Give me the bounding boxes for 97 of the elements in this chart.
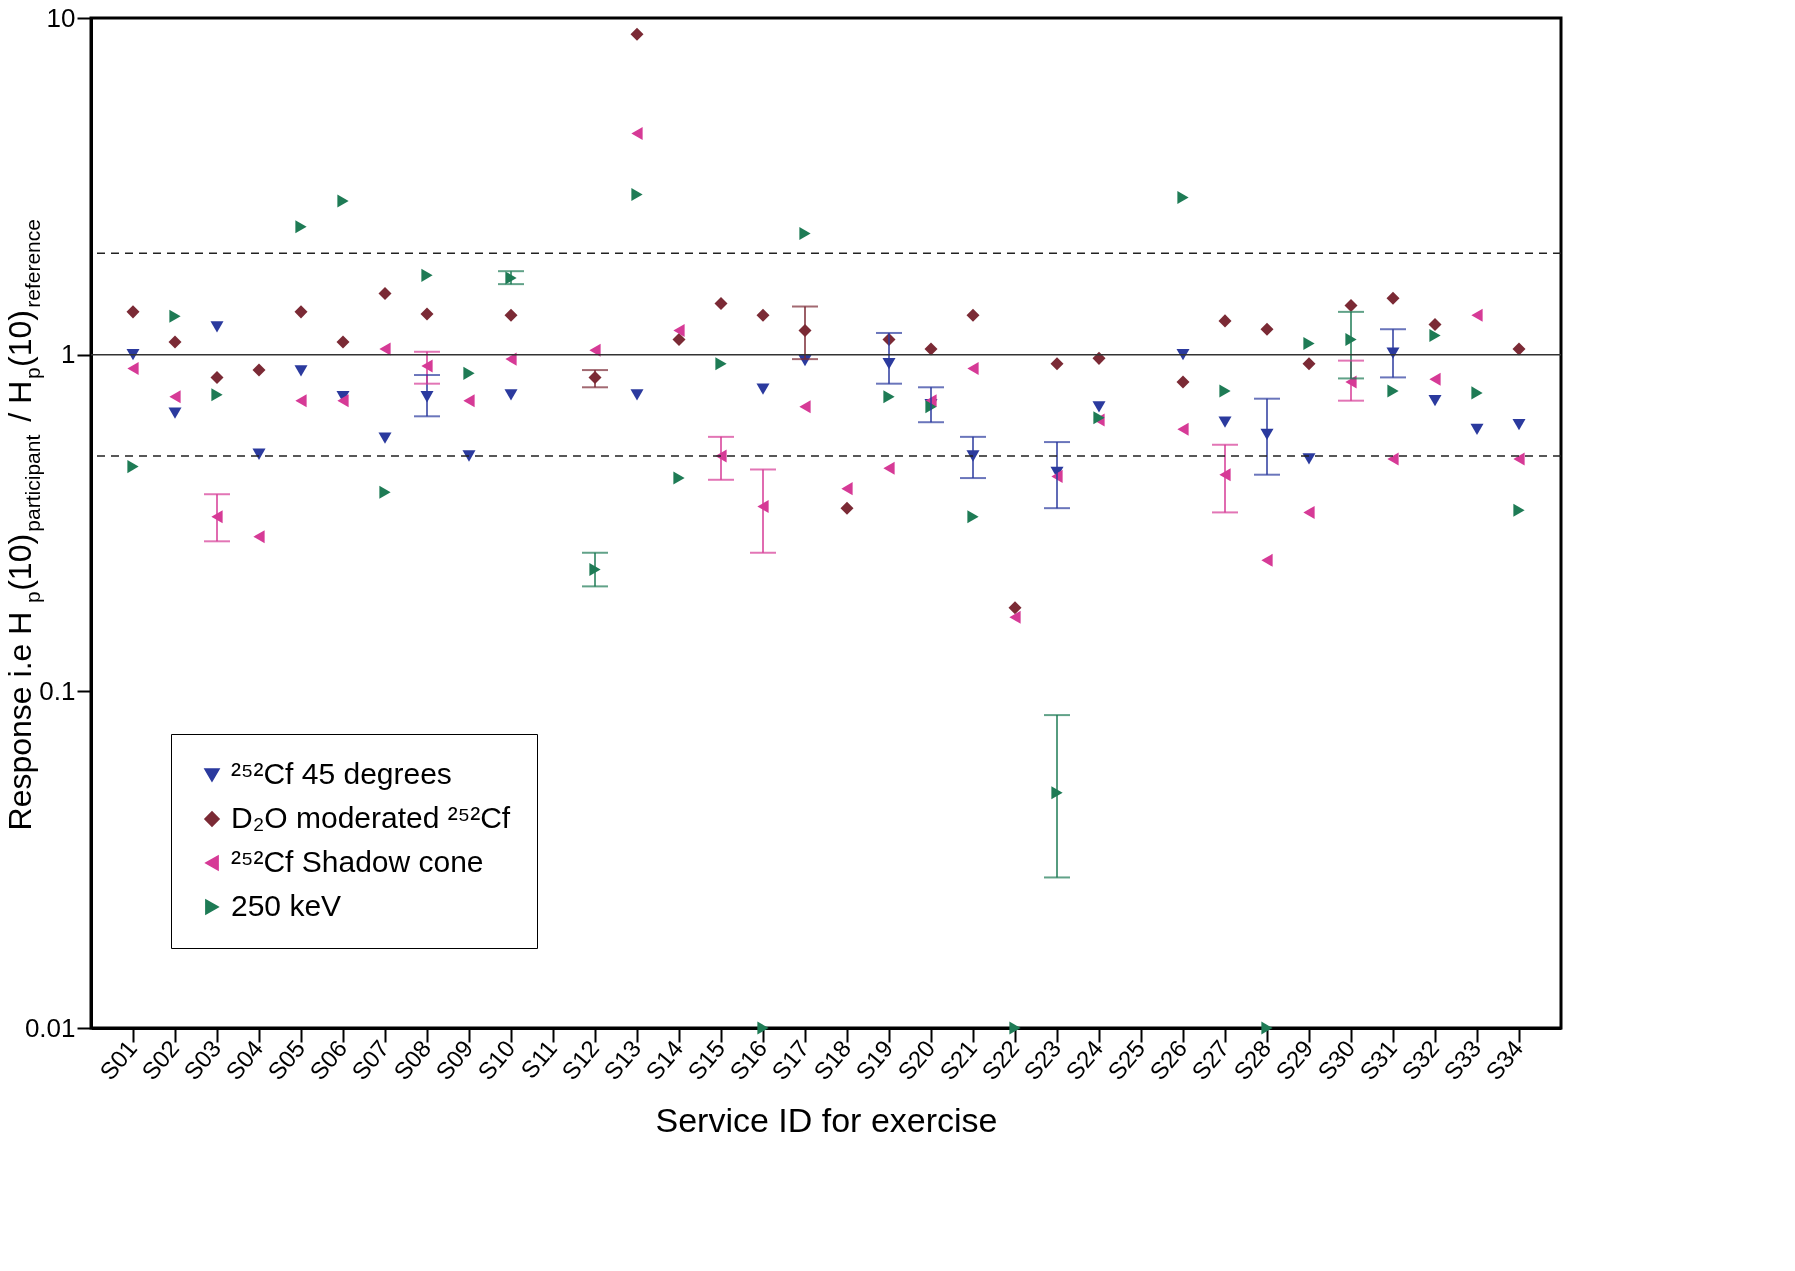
legend-label: ²⁵²Cf 45 degrees — [231, 757, 452, 790]
point — [1512, 342, 1526, 356]
point — [1513, 452, 1525, 466]
point — [1176, 375, 1190, 389]
point — [589, 343, 601, 357]
point — [1428, 317, 1442, 331]
point — [840, 501, 854, 515]
point — [169, 390, 181, 404]
point — [1092, 401, 1106, 413]
point — [799, 227, 811, 241]
point — [379, 342, 391, 356]
point — [630, 27, 644, 41]
point — [337, 394, 349, 408]
point — [463, 394, 475, 408]
point — [127, 361, 139, 375]
point — [1261, 553, 1273, 567]
legend-label: ²⁵²Cf Shadow cone — [231, 845, 484, 878]
point — [1512, 418, 1526, 431]
point — [253, 530, 265, 544]
legend-label: 250 keV — [231, 889, 342, 922]
point — [1303, 336, 1315, 350]
point — [336, 335, 350, 349]
point — [715, 357, 727, 371]
point — [169, 309, 181, 323]
point — [883, 390, 895, 404]
y-tick-label: 1 — [61, 339, 76, 370]
point — [630, 389, 644, 401]
point — [756, 308, 770, 322]
point — [1429, 372, 1441, 386]
point — [673, 323, 685, 337]
point — [799, 400, 811, 414]
point — [421, 268, 433, 282]
point — [1050, 357, 1064, 371]
point — [295, 220, 307, 234]
point — [462, 450, 476, 462]
point — [126, 305, 140, 319]
point — [294, 365, 308, 377]
point — [631, 188, 643, 202]
point — [127, 460, 139, 474]
point — [1009, 1021, 1021, 1035]
point — [504, 308, 518, 322]
x-axis-title: Service ID for exercise — [655, 1100, 998, 1139]
point — [126, 349, 140, 361]
point — [295, 394, 307, 408]
point — [420, 307, 434, 321]
point — [252, 363, 266, 377]
point — [924, 342, 938, 356]
point — [463, 366, 475, 380]
point — [1429, 328, 1441, 343]
point — [1428, 395, 1442, 407]
point — [757, 1021, 769, 1035]
point — [1302, 357, 1316, 371]
point — [1387, 452, 1399, 466]
point — [672, 332, 686, 346]
point — [1260, 322, 1274, 336]
point — [337, 194, 349, 208]
point — [1219, 384, 1231, 398]
point — [168, 335, 182, 349]
point — [505, 352, 517, 366]
point — [673, 471, 685, 485]
point — [1008, 601, 1022, 615]
point — [1471, 308, 1483, 322]
point — [1092, 351, 1106, 365]
point — [1344, 298, 1358, 312]
y-tick-label: 0.01 — [24, 1012, 76, 1043]
point — [1471, 386, 1483, 400]
point — [1387, 384, 1399, 398]
point — [841, 482, 853, 496]
point — [1218, 314, 1232, 328]
point — [211, 388, 223, 402]
point — [714, 296, 728, 310]
point — [210, 321, 224, 333]
point — [1177, 422, 1189, 436]
point — [294, 305, 308, 319]
point — [1218, 416, 1232, 428]
y-tick-label: 10 — [46, 2, 76, 33]
point — [1513, 503, 1525, 517]
point — [1303, 505, 1315, 519]
point — [1176, 349, 1190, 361]
point — [504, 389, 518, 401]
point — [1470, 423, 1484, 435]
point — [379, 485, 391, 499]
point — [378, 286, 392, 300]
point — [967, 510, 979, 524]
point — [210, 370, 224, 384]
point — [631, 126, 643, 140]
point — [1386, 291, 1400, 305]
point — [168, 407, 182, 419]
point — [883, 461, 895, 475]
point — [967, 361, 979, 375]
point — [966, 308, 980, 322]
point — [756, 383, 770, 395]
legend-label: D₂O moderated ²⁵²Cf — [231, 801, 511, 834]
point — [1009, 610, 1021, 624]
point — [1261, 1021, 1273, 1035]
point — [378, 432, 392, 444]
point — [1177, 190, 1189, 205]
